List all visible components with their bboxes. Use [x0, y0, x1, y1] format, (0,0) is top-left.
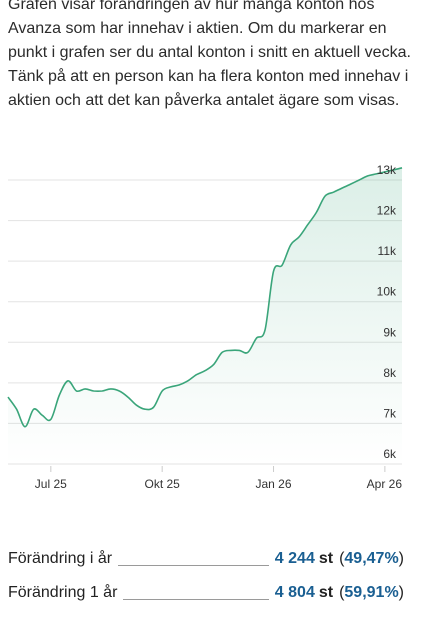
area-fill [8, 167, 402, 465]
y-axis: 6k 7k 8k 9k 10k 11k 12k 13k [377, 163, 397, 461]
stat-unit: st [318, 550, 334, 567]
series-line[interactable] [7, 167, 403, 428]
y-tick-label: 11k [378, 244, 397, 258]
stat-percent: 59,91% [344, 584, 399, 601]
y-tick-label: 10k [377, 285, 397, 299]
x-tick-label: Jul 25 [35, 477, 67, 491]
stat-percent-group: (59,91%) [339, 584, 404, 601]
y-tick-label: 13k [377, 163, 397, 177]
x-tick-label: Okt 25 [144, 477, 180, 491]
x-tick-label: Apr 26 [367, 477, 403, 491]
stat-percent-group: (49,47%) [339, 550, 404, 567]
stat-label: Förändring 1 år [8, 584, 118, 601]
stat-row-one-year: Förändring 1 år 4 804 st (59,91%) [8, 581, 404, 605]
x-tick-label: Jan 26 [256, 477, 292, 491]
y-tick-label: 6k [383, 447, 397, 461]
chart-area [7, 167, 403, 465]
x-axis: Jul 25 Okt 25 Jan 26 Apr 26 [35, 466, 403, 491]
stat-unit: st [318, 584, 334, 601]
stat-percent: 49,47% [344, 550, 399, 567]
chart-description: Grafen visar förändringen av hur många k… [8, 0, 411, 109]
stat-label: Förändring i år [8, 550, 113, 567]
y-tick-label: 8k [383, 366, 397, 380]
stat-leader-line [118, 564, 269, 566]
y-tick-label: 12k [377, 204, 397, 218]
stat-leader-line [123, 598, 269, 600]
stat-value: 4 244 [274, 550, 315, 567]
stat-row-year-to-date: Förändring i år 4 244 st (49,47%) [8, 547, 404, 571]
y-tick-label: 9k [383, 325, 397, 339]
owner-count-chart[interactable]: 6k 7k 8k 9k 10k 11k 12k 13k Jul 25 Okt 25 Jan 26 A… [0, 160, 426, 520]
y-tick-label: 7k [383, 406, 397, 420]
stat-value: 4 804 [274, 584, 315, 601]
